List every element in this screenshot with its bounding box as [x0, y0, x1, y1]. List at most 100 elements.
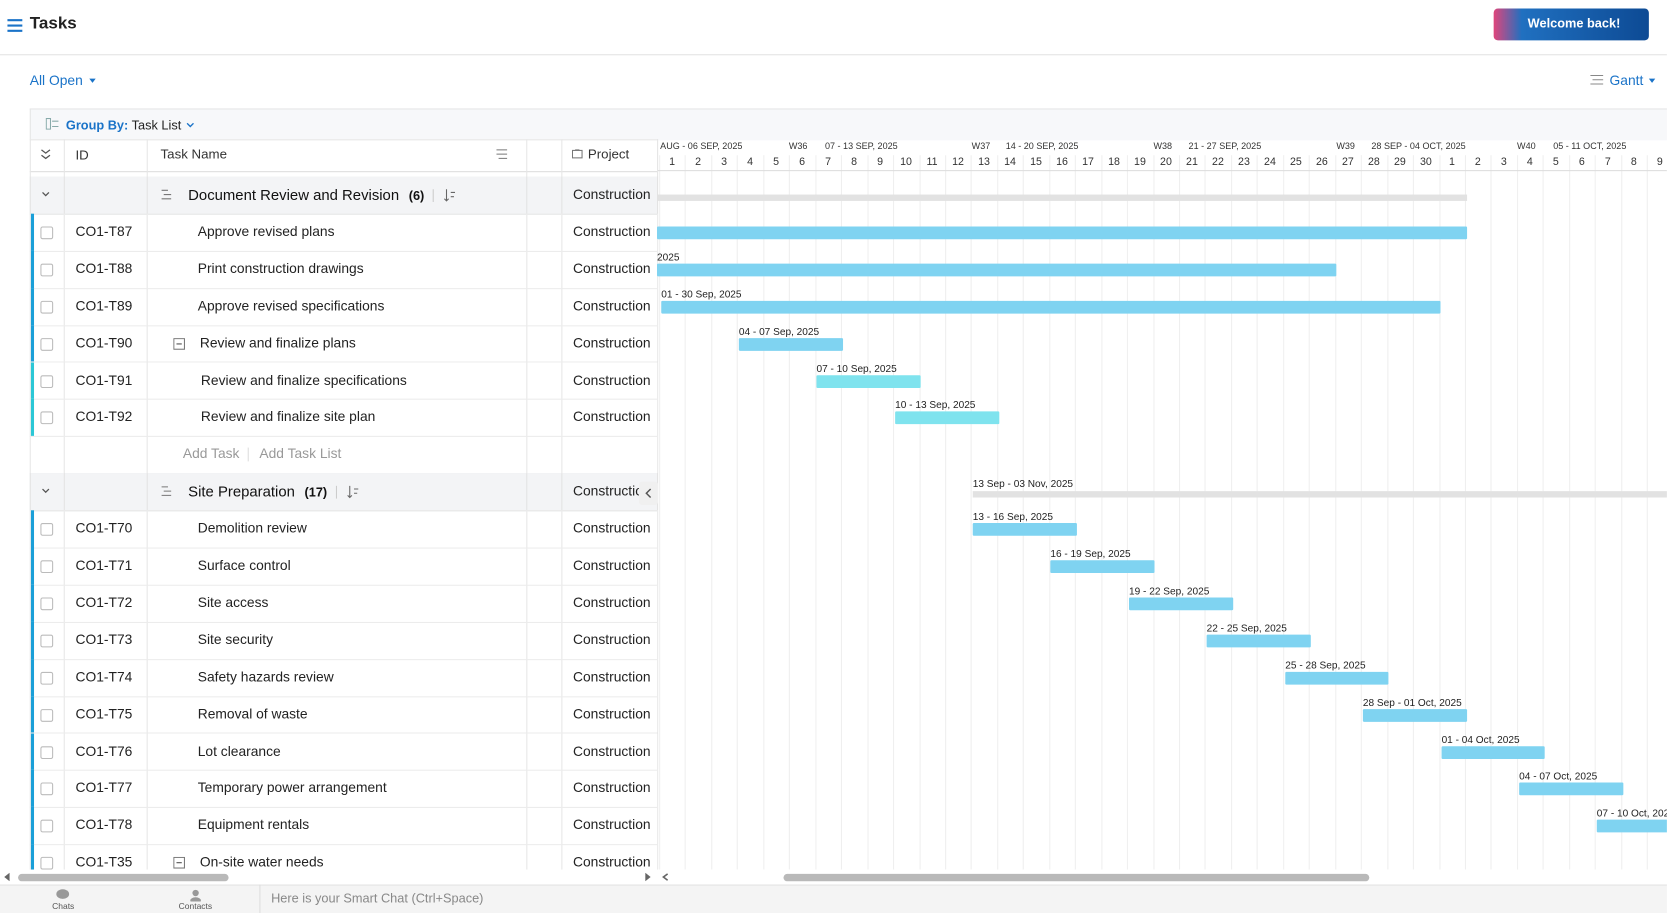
task-name[interactable]: Approve revised plans — [197, 223, 335, 240]
task-name[interactable]: Site security — [197, 631, 274, 648]
task-name[interactable]: Approve revised specifications — [197, 297, 385, 314]
task-bar[interactable] — [1362, 708, 1468, 722]
gantt-scrollbar[interactable] — [783, 873, 1370, 882]
task-name[interactable]: Demolition review — [197, 519, 307, 536]
task-bar[interactable] — [816, 374, 921, 388]
task-name[interactable]: On-site water needs — [199, 853, 324, 870]
task-id[interactable]: CO1-T35 — [75, 853, 133, 870]
column-divider — [146, 621, 148, 659]
row-checkbox[interactable] — [40, 523, 54, 536]
task-id[interactable]: CO1-T90 — [75, 334, 133, 351]
task-bar[interactable] — [895, 411, 1000, 425]
task-id[interactable]: CO1-T71 — [75, 557, 133, 574]
row-checkbox[interactable] — [40, 819, 54, 833]
row-checkbox[interactable] — [40, 226, 54, 240]
day-label: 22 — [1212, 156, 1224, 168]
column-divider — [561, 844, 563, 870]
collapse-panel[interactable] — [638, 481, 659, 506]
task-id[interactable]: CO1-T76 — [75, 742, 133, 759]
contacts[interactable]: Contacts — [178, 901, 213, 912]
task-bar[interactable] — [1519, 782, 1624, 796]
row-checkbox[interactable] — [40, 263, 54, 277]
task-bar[interactable] — [656, 263, 1337, 277]
menu-icon[interactable] — [6, 18, 23, 33]
task-id[interactable]: CO1-T74 — [75, 668, 133, 685]
row-checkbox[interactable] — [40, 634, 54, 648]
task-name[interactable]: Print construction drawings — [197, 260, 364, 277]
task-id[interactable]: CO1-T78 — [75, 816, 133, 833]
add-task[interactable]: Add Task — [182, 445, 240, 462]
chats-icon — [56, 889, 70, 899]
task-bar[interactable] — [972, 523, 1077, 536]
separator — [432, 189, 434, 202]
row-checkbox[interactable] — [40, 374, 54, 388]
task-bar[interactable] — [1129, 597, 1234, 611]
filter-dropdown[interactable]: All Open — [30, 72, 98, 89]
task-bar[interactable] — [1596, 819, 1667, 833]
task-name[interactable]: Lot clearance — [197, 742, 281, 759]
day-grid-line — [1049, 155, 1051, 870]
task-id[interactable]: CO1-T87 — [75, 223, 133, 240]
scroll-left[interactable] — [3, 872, 12, 882]
column-menu[interactable] — [495, 148, 508, 161]
task-name[interactable]: Site access — [197, 594, 269, 611]
column-divider — [63, 436, 65, 474]
expand-all[interactable] — [40, 148, 51, 161]
column-divider — [63, 695, 65, 733]
sort-icon[interactable] — [443, 188, 456, 202]
row-checkbox[interactable] — [40, 411, 54, 425]
task-id[interactable]: CO1-T73 — [75, 631, 133, 648]
row-checkbox[interactable] — [40, 782, 54, 796]
task-name[interactable]: Surface control — [197, 557, 291, 574]
task-bar[interactable] — [1441, 745, 1545, 759]
row-checkbox[interactable] — [40, 597, 54, 611]
task-bar[interactable] — [656, 226, 1468, 240]
table-scrollbar[interactable] — [18, 873, 229, 882]
gantt-scroll-left[interactable] — [661, 873, 670, 882]
task-name[interactable]: Review and finalize specifications — [200, 371, 407, 388]
task-name[interactable]: Review and finalize plans — [199, 334, 356, 351]
sort-icon[interactable] — [347, 485, 360, 499]
subtask-toggle[interactable] — [173, 337, 186, 351]
column-divider — [146, 510, 148, 548]
subtask-toggle[interactable] — [173, 857, 186, 870]
chats[interactable]: Chats — [52, 901, 75, 912]
column-divider — [656, 510, 659, 548]
task-id[interactable]: CO1-T75 — [75, 705, 133, 722]
project-cell: Construction — [573, 557, 651, 574]
row-checkbox[interactable] — [40, 745, 54, 759]
scroll-right[interactable] — [643, 872, 652, 882]
collapse-group[interactable] — [40, 487, 51, 496]
task-id[interactable]: CO1-T89 — [75, 297, 133, 314]
task-name[interactable]: Removal of waste — [197, 705, 308, 722]
task-id[interactable]: CO1-T88 — [75, 260, 133, 277]
task-id[interactable]: CO1-T77 — [75, 779, 133, 796]
row-checkbox[interactable] — [40, 857, 54, 870]
task-id[interactable]: CO1-T91 — [75, 371, 133, 388]
group-by[interactable]: Group By: Task List — [66, 117, 196, 134]
row-checkbox[interactable] — [40, 671, 54, 685]
row-checkbox[interactable] — [40, 560, 54, 574]
smart-chat-input[interactable]: Here is your Smart Chat (Ctrl+Space) — [271, 890, 484, 906]
row-checkbox[interactable] — [40, 300, 54, 314]
task-bar[interactable] — [661, 300, 1441, 314]
task-id[interactable]: CO1-T92 — [75, 408, 133, 425]
add-task-list[interactable]: Add Task List — [259, 445, 342, 462]
task-id[interactable]: CO1-T70 — [75, 519, 133, 536]
task-bar[interactable] — [738, 337, 844, 351]
row-checkbox[interactable] — [40, 337, 54, 351]
collapse-group[interactable] — [40, 190, 51, 199]
task-id[interactable]: CO1-T72 — [75, 594, 133, 611]
welcome-banner[interactable]: Welcome back! — [1493, 8, 1649, 41]
task-name[interactable]: Equipment rentals — [197, 816, 310, 833]
task-bar[interactable] — [1050, 560, 1155, 574]
task-bar[interactable] — [1285, 671, 1389, 685]
task-name[interactable]: Temporary power arrangement — [197, 779, 387, 796]
column-divider — [63, 399, 65, 437]
task-name[interactable]: Review and finalize site plan — [200, 408, 376, 425]
view-dropdown[interactable]: Gantt — [1610, 72, 1658, 89]
day-grid-line — [997, 155, 999, 870]
task-bar[interactable] — [1206, 634, 1311, 648]
row-checkbox[interactable] — [40, 708, 54, 722]
task-name[interactable]: Safety hazards review — [197, 668, 334, 685]
